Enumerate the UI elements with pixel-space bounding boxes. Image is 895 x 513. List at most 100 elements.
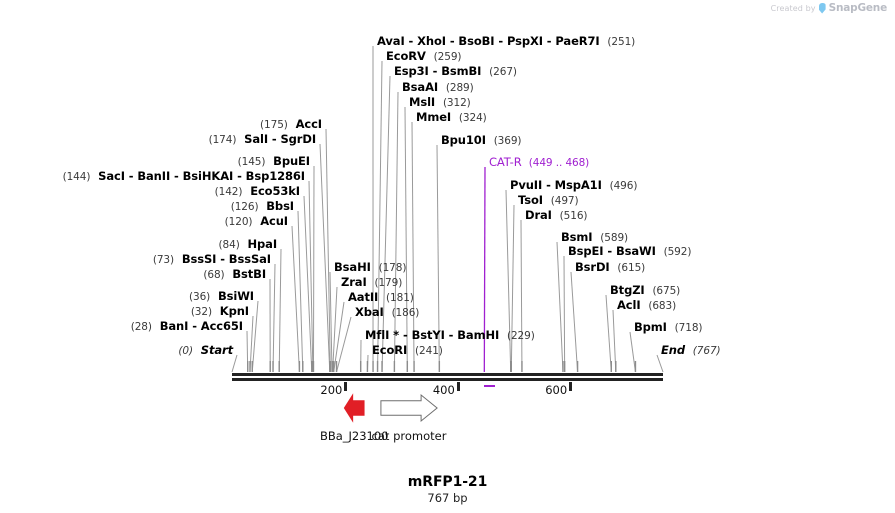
enzyme-label-bpu10i[interactable]: Bpu10I (369) bbox=[441, 134, 522, 147]
enzyme-position: (289) bbox=[445, 82, 474, 94]
enzyme-label-esp3i-bsmbi[interactable]: Esp3I - BsmBI (267) bbox=[394, 65, 517, 78]
leader-line bbox=[278, 248, 282, 373]
enzyme-name-text: XbaI bbox=[355, 305, 384, 319]
enzyme-name-text: CAT-R bbox=[489, 155, 522, 169]
feature-label-cat-promoter: cat promoter bbox=[371, 429, 447, 443]
leader-line bbox=[333, 301, 345, 373]
leader-line bbox=[297, 210, 304, 373]
enzyme-position: (683) bbox=[648, 300, 677, 312]
enzyme-position: (497) bbox=[550, 195, 579, 207]
enzyme-label-bsssi-bsssai[interactable]: (73) BssSI - BssSaI bbox=[153, 253, 271, 266]
leader-line bbox=[381, 75, 391, 373]
enzyme-position: (675) bbox=[652, 285, 681, 297]
enzyme-label-mmei[interactable]: MmeI (324) bbox=[416, 111, 487, 124]
enzyme-name-text: PvuII - MspA1I bbox=[510, 178, 602, 192]
leader-line bbox=[303, 195, 313, 373]
leader-line bbox=[291, 225, 300, 373]
leader-line bbox=[332, 286, 338, 373]
enzyme-label-sali-sgrdi[interactable]: (174) SalI - SgrDI bbox=[209, 132, 317, 146]
enzyme-label-tsoi[interactable]: TsoI (497) bbox=[518, 194, 579, 207]
enzyme-label-bsmi[interactable]: BsmI (589) bbox=[561, 231, 628, 244]
enzyme-position: (615) bbox=[617, 262, 646, 274]
enzyme-label-bpmi[interactable]: BpmI (718) bbox=[634, 320, 703, 334]
enzyme-label-avai-xhoi-bsobi-pspxi-paer7i[interactable]: AvaI - XhoI - BsoBI - PspXI - PaeR7I (25… bbox=[377, 35, 635, 48]
enzyme-label-bsahi[interactable]: BsaHI (178) bbox=[334, 261, 406, 274]
enzyme-label-eco53ki[interactable]: (142) Eco53kI bbox=[215, 185, 300, 198]
enzyme-label-ecori[interactable]: EcoRI (241) bbox=[372, 344, 443, 357]
enzyme-position: (589) bbox=[600, 232, 629, 244]
enzyme-name-text: End bbox=[661, 343, 685, 357]
enzyme-label-hpai[interactable]: (84) HpaI bbox=[219, 238, 278, 251]
enzyme-position: (68) bbox=[203, 269, 225, 281]
enzyme-label-drai[interactable]: DraI (516) bbox=[525, 209, 588, 222]
ruler-tick bbox=[569, 382, 573, 391]
enzyme-position: (181) bbox=[386, 292, 414, 304]
enzyme-position: (120) bbox=[224, 216, 253, 228]
enzyme-label-bsaai[interactable]: BsaAI (289) bbox=[402, 81, 474, 94]
enzyme-label-msli[interactable]: MslI (312) bbox=[409, 96, 471, 109]
enzyme-position: (496) bbox=[609, 180, 638, 192]
enzyme-name-text: BsaHI bbox=[334, 260, 371, 274]
leader-line bbox=[231, 354, 238, 373]
ruler-tick bbox=[456, 382, 460, 391]
enzyme-label-btgzi[interactable]: BtgZI (675) bbox=[610, 284, 680, 297]
feature-label-bba-j23100: BBa_J23100 bbox=[319, 429, 389, 443]
enzyme-name-text: BanI - Acc65I bbox=[159, 319, 243, 333]
primer-marker-cat-r[interactable] bbox=[484, 385, 495, 387]
leader-line bbox=[436, 144, 440, 373]
enzyme-name-text: AvaI - XhoI - BsoBI - PspXI - PaeR7I bbox=[377, 34, 600, 48]
leader-line bbox=[563, 255, 566, 373]
enzyme-position: (28) bbox=[130, 321, 152, 333]
enzyme-label-bsiwi[interactable]: (36) BsiWI bbox=[189, 290, 254, 303]
enzyme-position: (0) bbox=[178, 345, 193, 357]
enzyme-position: (36) bbox=[189, 291, 211, 303]
enzyme-label-bstbi[interactable]: (68) BstBI bbox=[203, 268, 266, 281]
enzyme-name-text: EcoRI bbox=[372, 343, 408, 357]
enzyme-label-saci-banii-bsihkai-bsp1286i[interactable]: (144) SacI - BanII - BsiHKAI - Bsp1286I bbox=[63, 170, 306, 183]
enzyme-label-kpni[interactable]: (32) KpnI bbox=[191, 305, 249, 318]
ruler-label: 200 bbox=[320, 383, 343, 397]
leader-line bbox=[377, 60, 383, 373]
enzyme-name-text: BsmI bbox=[561, 230, 593, 244]
leader-line bbox=[272, 263, 276, 373]
enzyme-label-acli[interactable]: AclI (683) bbox=[617, 299, 676, 312]
enzyme-name-text: BsiWI bbox=[217, 289, 254, 303]
enzyme-position: (73) bbox=[152, 254, 174, 266]
enzyme-position: (251) bbox=[607, 36, 636, 48]
enzyme-position: (229) bbox=[506, 330, 535, 342]
enzyme-label-bbsi[interactable]: (126) BbsI bbox=[231, 200, 294, 213]
terminal-label-start[interactable]: (0) Start bbox=[178, 344, 233, 357]
enzyme-name-text: SalI - SgrDI bbox=[244, 132, 316, 146]
enzyme-name-text: BpmI bbox=[634, 320, 667, 334]
enzyme-label-bpuei[interactable]: (145) BpuEI bbox=[238, 155, 310, 168]
enzyme-label-pvuii-mspa1i[interactable]: PvuII - MspA1I (496) bbox=[510, 179, 637, 192]
leader-line bbox=[483, 166, 486, 373]
leader-line bbox=[312, 165, 315, 373]
leader-line bbox=[510, 204, 515, 373]
enzyme-position: (175) bbox=[260, 119, 288, 131]
enzyme-position: (592) bbox=[663, 246, 692, 258]
enzyme-label-aatii[interactable]: AatII (181) bbox=[348, 291, 414, 304]
leader-line bbox=[520, 219, 523, 373]
enzyme-label-xbai[interactable]: XbaI (186) bbox=[355, 306, 419, 319]
enzyme-label-mfli-bstyi-bamhi[interactable]: MflI * - BstYI - BamHI (229) bbox=[365, 329, 535, 342]
enzyme-position: (312) bbox=[442, 97, 471, 109]
enzyme-name-text: AccI bbox=[295, 117, 323, 131]
enzyme-position: (145) bbox=[237, 156, 266, 168]
enzyme-label-bspei-bsawi[interactable]: BspEI - BsaWI (592) bbox=[568, 245, 691, 258]
terminal-label-end[interactable]: End (767) bbox=[661, 344, 721, 357]
enzyme-label-acui[interactable]: (120) AcuI bbox=[225, 215, 288, 228]
enzyme-name-text: MslI bbox=[409, 95, 436, 109]
enzyme-name-text: BpuEI bbox=[273, 154, 310, 168]
enzyme-label-bani-acc65i[interactable]: (28) BanI - Acc65I bbox=[131, 320, 243, 333]
leader-line bbox=[319, 143, 331, 373]
enzyme-label-bsrdi[interactable]: BsrDI (615) bbox=[575, 261, 645, 274]
enzyme-label-acci[interactable]: (175) AccI bbox=[260, 118, 322, 131]
enzyme-label-zrai[interactable]: ZraI (179) bbox=[341, 276, 402, 289]
watermark-brand: SnapGene bbox=[828, 2, 888, 14]
enzyme-label-ecorv[interactable]: EcoRV (259) bbox=[386, 50, 461, 63]
feature-label-cat-r[interactable]: CAT-R (449 .. 468) bbox=[489, 156, 589, 169]
enzyme-name-text: BtgZI bbox=[610, 283, 645, 297]
